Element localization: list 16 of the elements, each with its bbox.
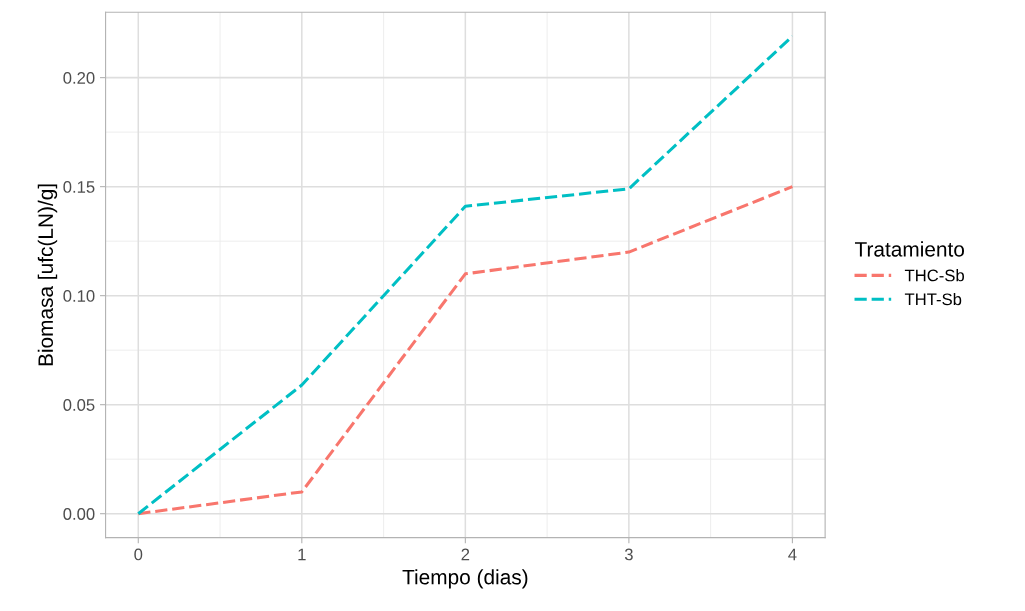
x-tick-label: 3 <box>624 548 633 561</box>
y-tick-label: 0.05 <box>63 399 95 411</box>
y-axis-title: Biomasa [ufc(LN)/g] <box>37 184 58 366</box>
x-tick-label: 4 <box>788 548 797 561</box>
line-series <box>136 185 794 516</box>
legend-label: THT-Sb <box>904 292 962 306</box>
legend-title: Tratamiento <box>854 241 965 257</box>
x-tick-label: 0 <box>134 548 143 561</box>
y-tick-label: 0.00 <box>63 508 95 520</box>
x-tick-label: 2 <box>461 548 470 561</box>
y-tick-label: 0.20 <box>63 72 95 84</box>
y-tick-label: 0.15 <box>63 181 95 193</box>
x-axis-title: Tiempo (dias) <box>402 569 528 589</box>
x-tick-label: 1 <box>298 548 306 561</box>
legend-label: THC-Sb <box>904 269 965 282</box>
y-tick-label: 0.10 <box>63 290 95 302</box>
